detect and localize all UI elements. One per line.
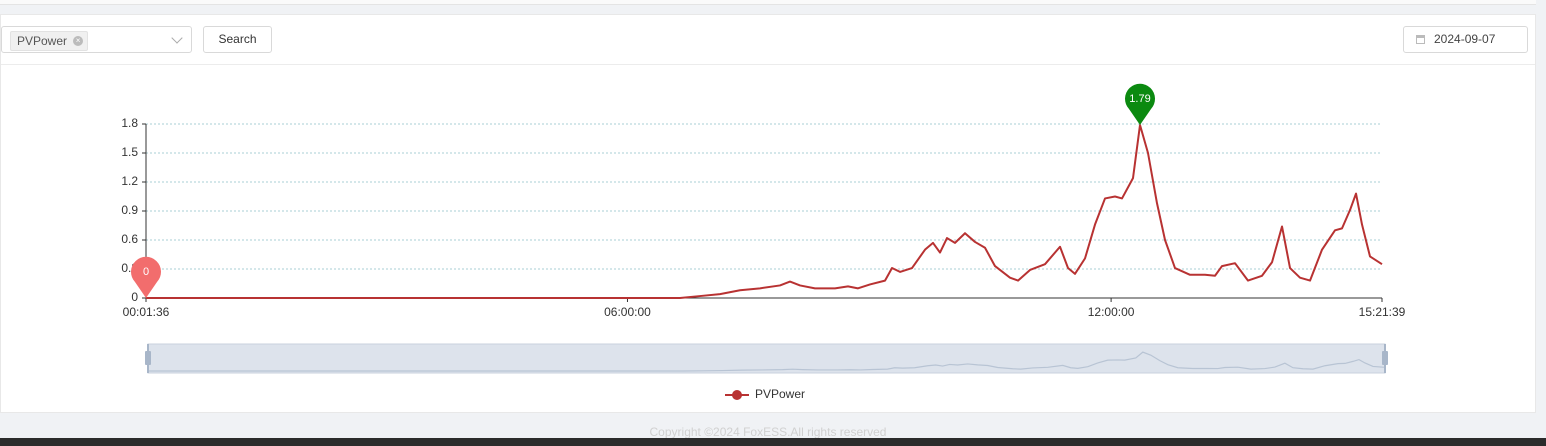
series-line [146,123,1383,299]
y-tick-label: 1.8 [121,116,138,130]
legend-dot [732,390,742,400]
date-picker[interactable]: 2024-09-07 [1403,26,1528,53]
y-tick-label: 0.9 [121,203,138,217]
chevron [171,32,183,44]
tag-close[interactable]: × [73,36,84,46]
max-marker-label: 1.79 [1129,93,1150,105]
search-button[interactable]: Search [203,26,272,53]
toolbar: PVPower × Search 2024-09-07 [1,15,1535,65]
filter-tag-text: PVPower [17,34,68,48]
calendar-icon [1416,35,1425,44]
legend-label: PVPower [755,387,805,401]
x-tick-label: 06:00:00 [604,305,651,319]
top-strip [0,0,1536,5]
footer: Copyright ©2024 FoxESS.All rights reserv… [649,425,887,439]
x-tick-label: 15:21:39 [1359,305,1406,319]
y-tick-label: 0.6 [121,232,138,246]
y-tick-label: 0 [131,290,138,304]
min-marker-pin [131,256,162,298]
zoom-preview [148,351,1386,372]
filter-tag[interactable]: PVPower × [10,31,89,51]
max-marker-pin [1125,83,1156,125]
zoom-handle[interactable] [1382,351,1388,365]
min-marker-label: 0 [143,266,149,278]
zoom-handle[interactable] [145,351,151,365]
y-tick-label: 1.2 [121,174,138,188]
x-tick-label: 00:01:36 [123,305,170,319]
series-select[interactable]: PVPower × [1,26,192,53]
taskbar [0,438,1546,446]
x-tick-label: 12:00:00 [1088,305,1135,319]
chart: 00.30.60.91.21.51.800:01:36 06:00:00 12:00… [121,83,1406,401]
max-marker: 1.79 [1125,83,1156,125]
date-text: 2024-09-07 [1434,32,1496,46]
y-tick-label: 1.5 [121,145,138,159]
min-marker: 0 [131,256,162,298]
